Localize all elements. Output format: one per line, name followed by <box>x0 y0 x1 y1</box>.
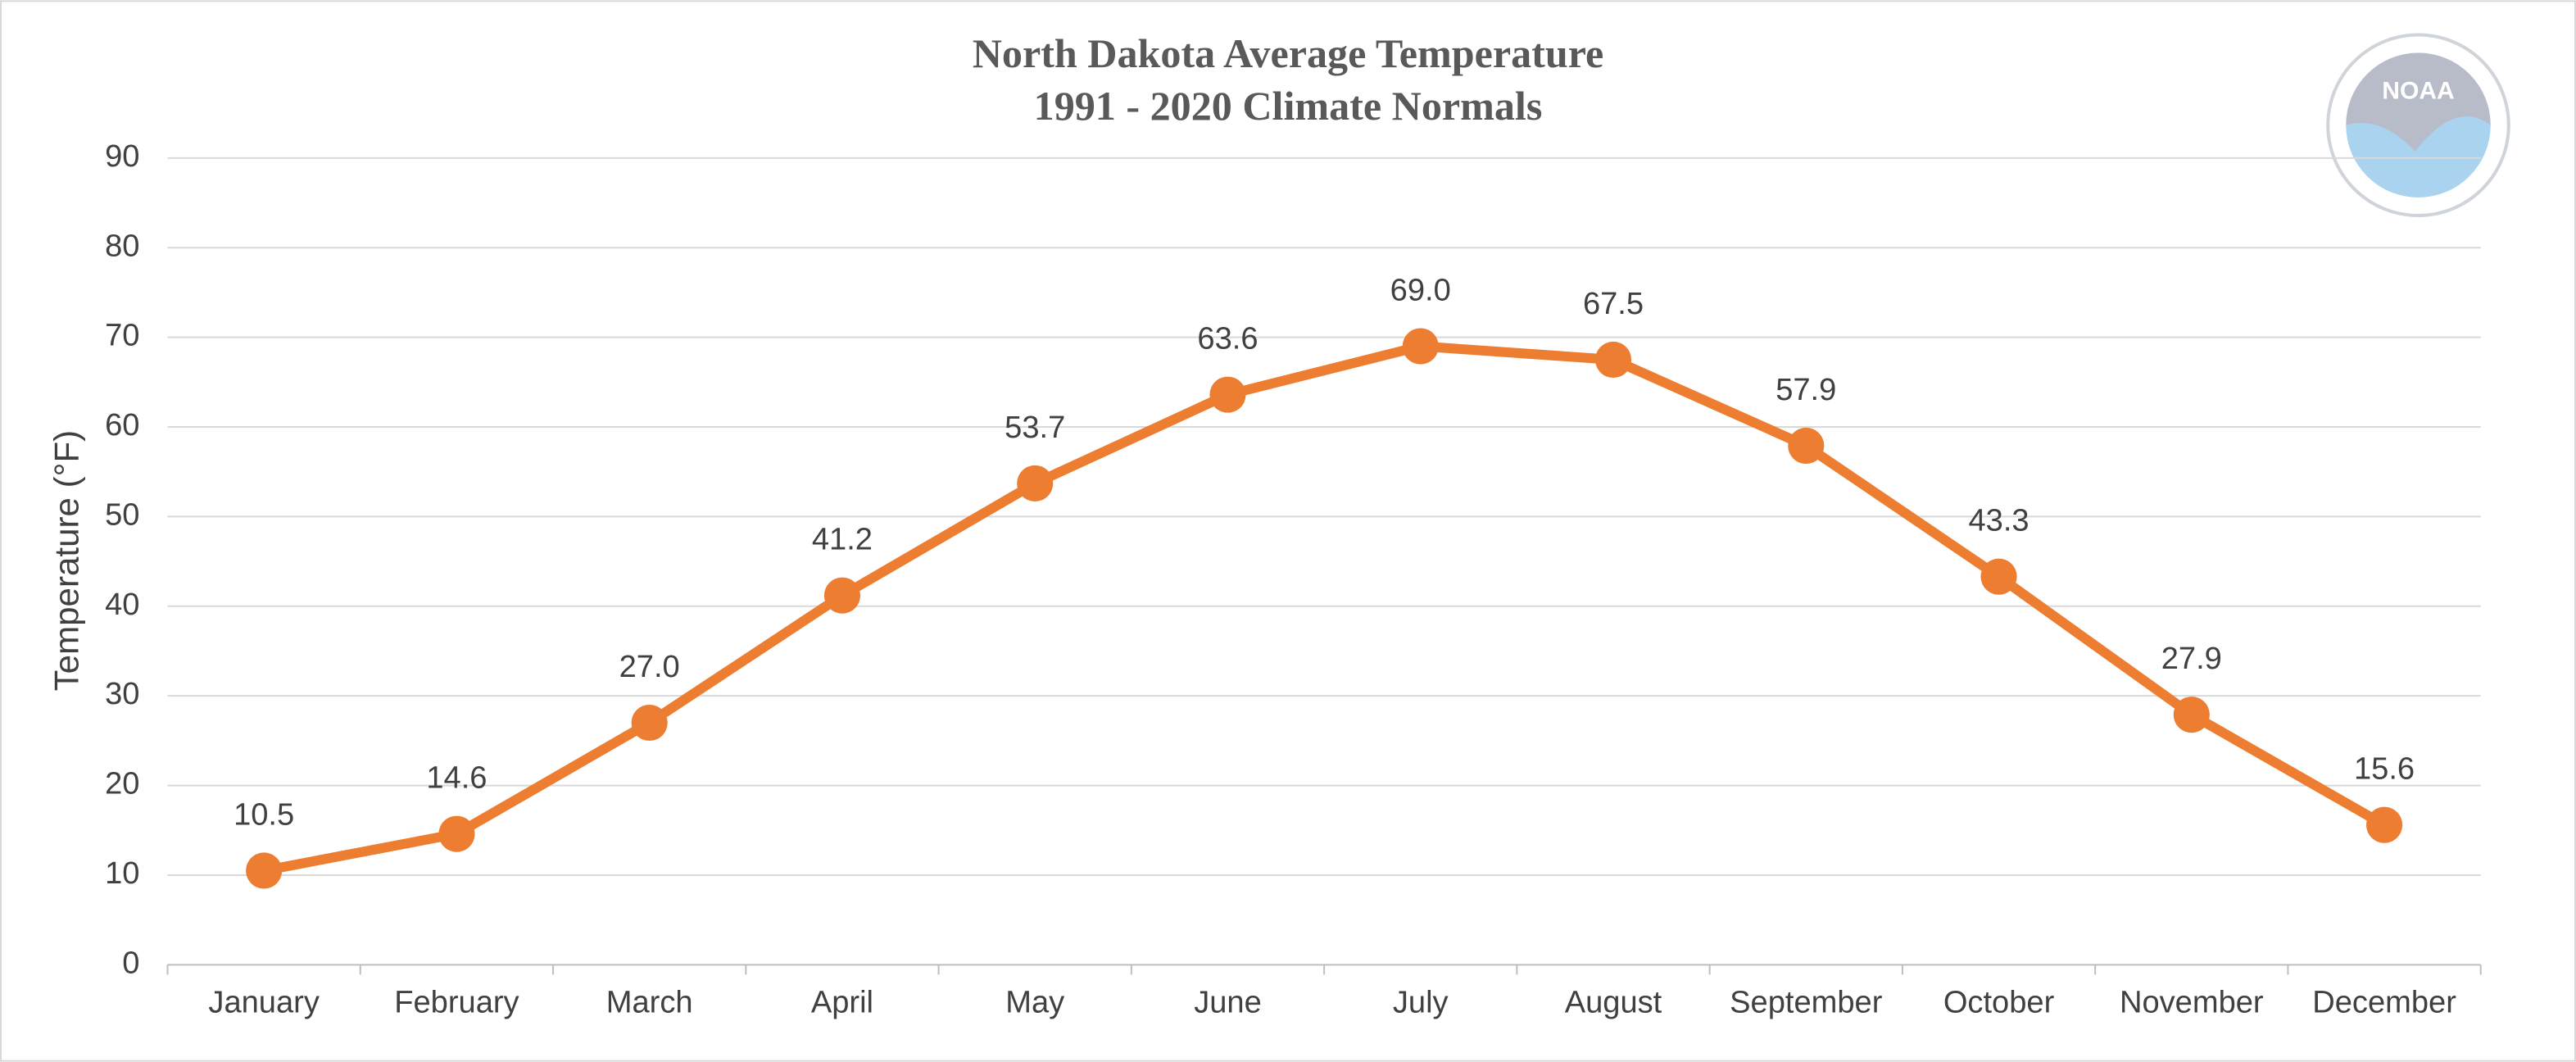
y-tick-label: 70 <box>105 319 139 353</box>
data-label: 69.0 <box>1390 273 1451 307</box>
x-tick-label: December <box>2312 986 2456 1020</box>
data-label: 27.0 <box>619 650 680 684</box>
y-tick-label: 60 <box>105 408 139 442</box>
data-point <box>2366 806 2403 843</box>
y-tick-label: 90 <box>105 139 139 174</box>
x-tick-label: July <box>1393 986 1449 1020</box>
data-label: 41.2 <box>812 523 873 557</box>
y-tick-label: 30 <box>105 677 139 711</box>
y-tick-label: 0 <box>122 946 139 980</box>
data-point <box>631 704 668 742</box>
data-point <box>1017 465 1054 502</box>
y-axis-label: Temperature (°F) <box>47 430 85 692</box>
x-tick-label: June <box>1194 986 1262 1020</box>
data-label: 63.6 <box>1197 322 1258 356</box>
data-point <box>2173 697 2210 733</box>
data-point <box>246 852 283 889</box>
x-tick-label: February <box>394 986 519 1020</box>
x-tick-label: August <box>1565 986 1662 1020</box>
data-label: 10.5 <box>234 797 294 832</box>
data-line <box>263 341 2388 876</box>
logo-text: NOAA <box>2382 78 2455 105</box>
x-tick-label: September <box>1730 986 1883 1020</box>
y-tick-label: 80 <box>105 229 139 263</box>
logo: NOAA <box>2326 33 2510 218</box>
data-point <box>1980 558 2017 595</box>
x-tick-label: May <box>1005 986 1064 1020</box>
data-label: 14.6 <box>426 761 487 796</box>
data-point <box>823 577 861 614</box>
data-label: 53.7 <box>1005 411 1065 445</box>
data-label: 27.9 <box>2161 642 2222 676</box>
logo-top <box>2346 52 2491 152</box>
y-tick-label: 10 <box>105 856 139 891</box>
chart-subtitle: 1991 - 2020 Climate Normals <box>1034 83 1543 129</box>
data-point <box>1402 328 1439 365</box>
data-point <box>1594 341 1632 379</box>
data-point <box>1788 427 1825 465</box>
y-tick-label: 40 <box>105 588 139 622</box>
data-point <box>438 815 475 852</box>
data-label: 15.6 <box>2354 752 2415 787</box>
data-label: 43.3 <box>1968 504 2029 538</box>
x-tick-label: October <box>1943 986 2055 1020</box>
data-point <box>1209 376 1246 413</box>
y-tick-label: 20 <box>105 767 139 801</box>
x-tick-label: January <box>208 986 319 1020</box>
chart-title: North Dakota Average Temperature <box>973 30 1604 76</box>
x-tick-label: April <box>811 986 873 1020</box>
x-tick-label: November <box>2120 986 2264 1020</box>
data-label: 57.9 <box>1776 373 1836 407</box>
y-tick-label: 50 <box>105 497 139 532</box>
data-label: 67.5 <box>1583 287 1644 321</box>
x-tick-label: March <box>606 986 693 1020</box>
